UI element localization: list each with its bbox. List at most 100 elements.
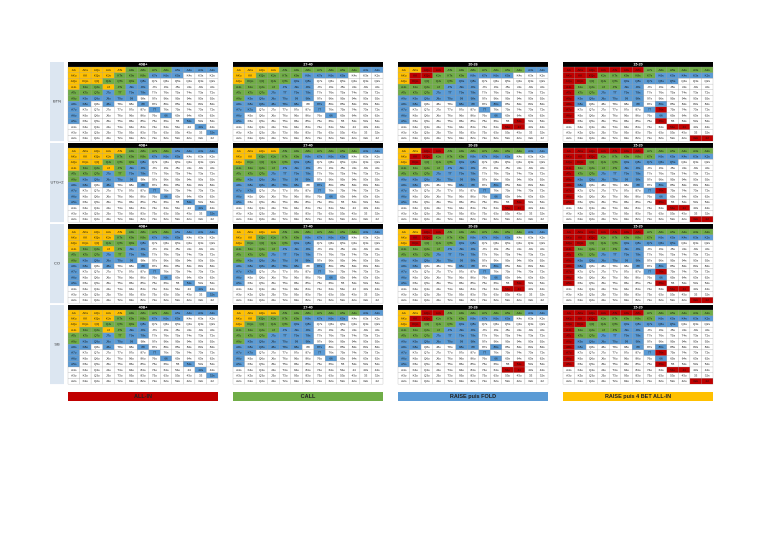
hand-label: 32o [693, 298, 698, 302]
hand-label: 64o [329, 287, 334, 291]
hand-label: TT [613, 91, 617, 95]
hand-label: QJo [589, 166, 595, 170]
hand-label: K3s [363, 74, 369, 78]
hand-label: 87s [317, 102, 322, 106]
hand-label: 98s [141, 339, 146, 343]
hand-label: Q3o [589, 212, 595, 216]
hand-label: A5o [401, 119, 407, 123]
hand-label: 22 [541, 217, 545, 221]
hand-label: A7s [647, 149, 653, 153]
hand-label: J8o [436, 264, 441, 268]
hand-label: K7o [248, 351, 254, 355]
hand-label: KTo [413, 91, 419, 95]
hand-label: J4s [682, 247, 687, 251]
hand-label: 97o [129, 270, 134, 274]
hand-label: 98s [636, 258, 641, 262]
hand-label: 76o [317, 275, 322, 279]
hand-label: T8o [282, 102, 288, 106]
hand-label: 85o [470, 200, 475, 204]
hand-label: A9s [624, 68, 630, 72]
hand-label: Q3s [363, 160, 369, 164]
hand-label: A8o [236, 183, 242, 187]
hand-label: J5o [271, 281, 276, 285]
hand-label: A7o [236, 108, 242, 112]
hand-label: J7o [601, 270, 606, 274]
hand-label: 82s [705, 102, 710, 106]
hand-label: A8s [140, 230, 146, 234]
hand-label: A3s [363, 230, 369, 234]
hand-label: A5s [340, 230, 346, 234]
hand-label: A9s [624, 149, 630, 153]
hand-label: J3o [106, 374, 111, 378]
hand-label: 44 [187, 125, 191, 129]
hand-label: J8s [636, 85, 641, 89]
hand-label: 97s [317, 339, 322, 343]
hand-label: J2o [106, 379, 111, 383]
hand-label: K4o [248, 368, 254, 372]
hand-label: 86o [140, 113, 145, 117]
hand-label: J6s [164, 85, 169, 89]
hand-label: 82s [210, 264, 215, 268]
hand-label: T6o [282, 194, 288, 198]
hand-label: Q8o [259, 183, 265, 187]
hand-label: 63o [659, 131, 664, 135]
hand-label: JTs [118, 328, 123, 332]
hand-label: 95o [459, 281, 464, 285]
hand-label: 92s [540, 177, 545, 181]
hand-label: K3s [693, 236, 699, 240]
hand-label: KK [413, 74, 417, 78]
hand-label: 83o [635, 212, 640, 216]
hand-label: J4s [187, 328, 192, 332]
hand-label: 52s [210, 119, 215, 123]
hand-label: Q5o [259, 200, 265, 204]
hand-label: A8o [566, 183, 572, 187]
hand-label: ATo [236, 172, 241, 176]
hand-label: J3s [363, 85, 368, 89]
hand-label: 99 [130, 258, 134, 262]
hand-label: A3o [401, 293, 407, 297]
hand-label: A9o [401, 339, 407, 343]
hand-label: 96s [164, 177, 169, 181]
hand-label: 84o [635, 287, 640, 291]
hand-label: A8o [71, 183, 77, 187]
hand-label: T3o [117, 293, 123, 297]
hand-label: 74o [482, 125, 487, 129]
hand-label: T9o [117, 258, 123, 262]
hand-label: A3s [198, 311, 204, 315]
hand-label: Q6o [259, 113, 265, 117]
hand-label: JJ [272, 166, 276, 170]
hand-label: T2s [210, 334, 216, 338]
hand-label: ATs [283, 230, 288, 234]
hand-label: A3s [198, 68, 204, 72]
hand-label: 32s [375, 212, 380, 216]
hand-label: K9s [294, 317, 300, 321]
hand-label: JTo [271, 172, 276, 176]
hand-label: 52o [175, 379, 180, 383]
hand-label: T6o [282, 356, 288, 360]
hand-label: A5o [236, 119, 242, 123]
hand-label: 87o [470, 351, 475, 355]
hand-label: Q5s [340, 79, 346, 83]
hand-label: 32s [705, 131, 710, 135]
hand-label: A8s [305, 149, 311, 153]
hand-label: J8s [636, 247, 641, 251]
hand-label: 43o [352, 293, 357, 297]
hand-label: 65o [329, 281, 334, 285]
hand-label: A3o [566, 212, 572, 216]
hand-label: AQo [71, 241, 77, 245]
hand-label: KTs [447, 317, 453, 321]
hand-label: 74s [517, 189, 522, 193]
hand-label: 44 [517, 125, 521, 129]
hand-label: 33 [199, 212, 203, 216]
hand-label: 94o [294, 125, 299, 129]
hand-label: Q2s [539, 160, 545, 164]
hand-label: 86s [659, 264, 664, 268]
hand-label: 76s [164, 189, 169, 193]
hand-label: 92s [375, 258, 380, 262]
hand-label: 74s [517, 108, 522, 112]
hand-label: KQo [82, 241, 88, 245]
hand-label: Q4o [589, 125, 595, 129]
hand-label: A8s [470, 68, 476, 72]
hand-label: 44 [187, 368, 191, 372]
hand-label: K2o [578, 217, 584, 221]
